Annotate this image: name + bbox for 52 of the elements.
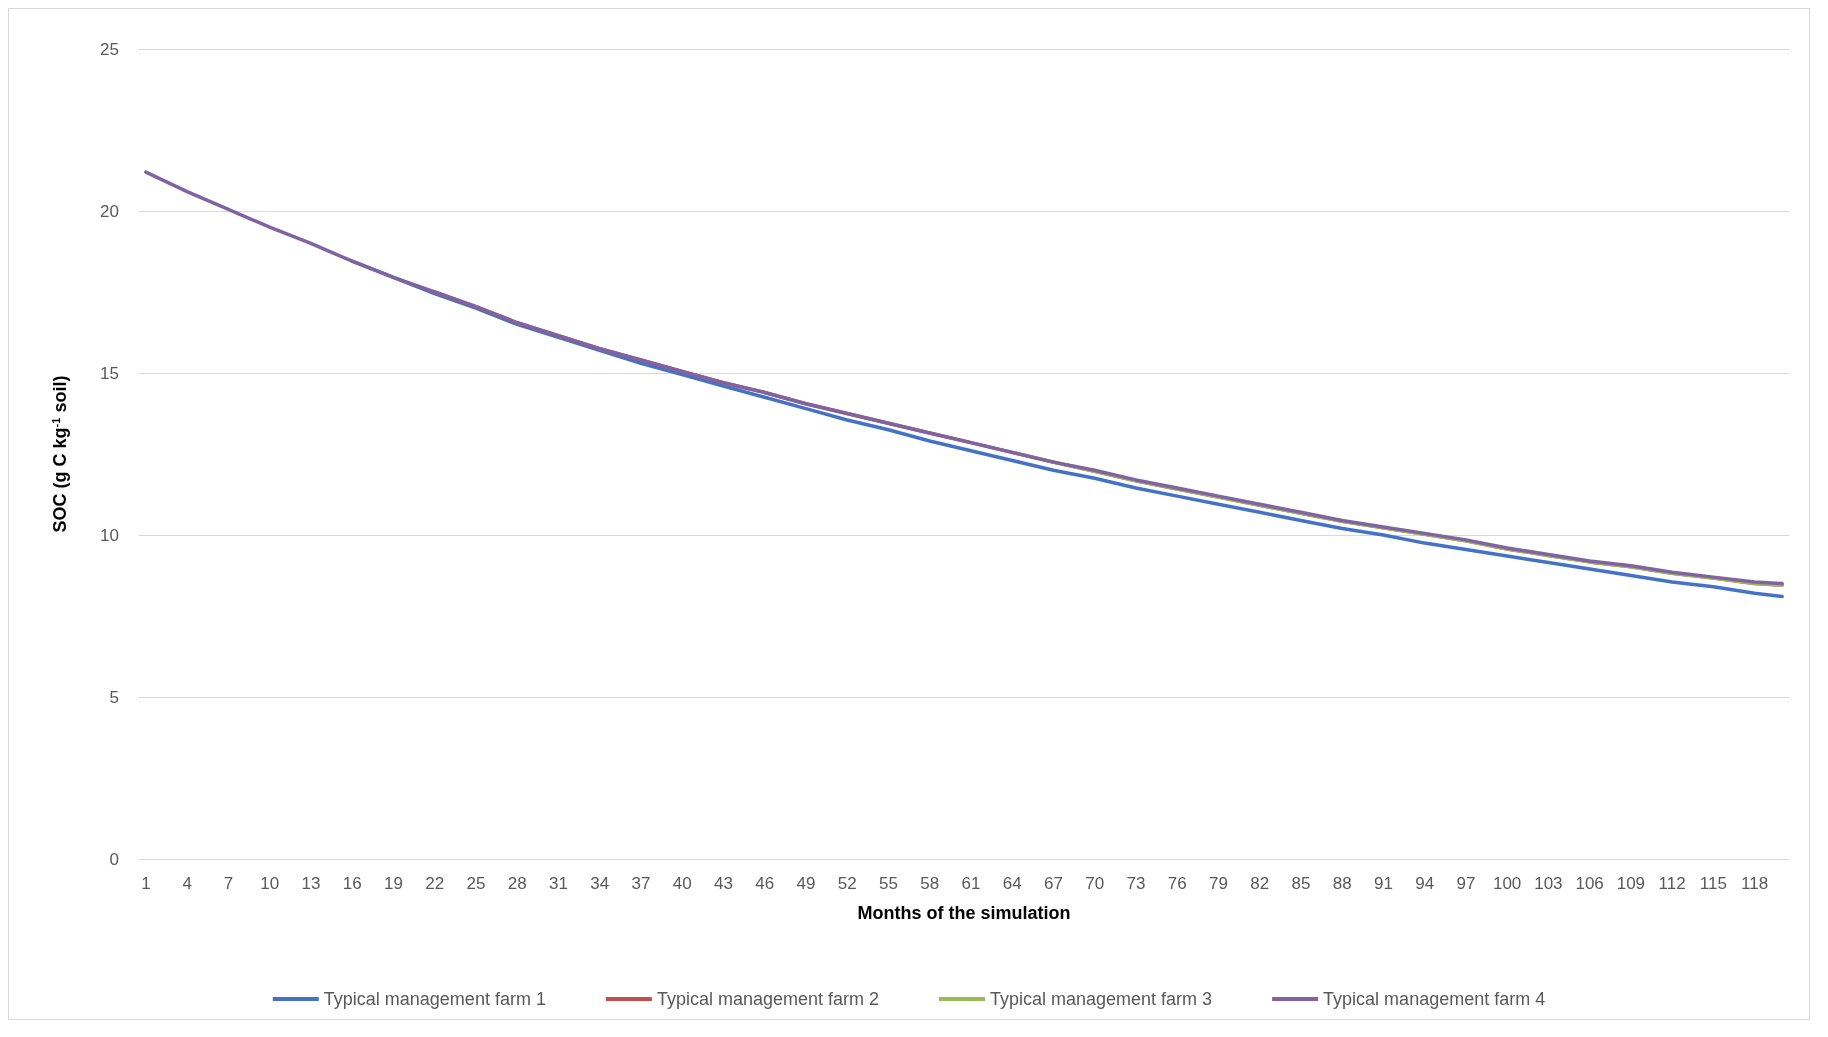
x-tick-label: 13: [301, 874, 321, 893]
legend-label: Typical management farm 4: [1323, 989, 1546, 1009]
legend-label: Typical management farm 1: [323, 989, 546, 1009]
x-tick-label: 43: [713, 874, 733, 893]
x-tick-label: 64: [1002, 874, 1022, 893]
x-tick-label: 1: [141, 874, 151, 893]
x-tick-label: 49: [796, 874, 816, 893]
x-tick-label: 91: [1373, 874, 1393, 893]
y-tick-label: 5: [109, 687, 119, 707]
x-tick-label: 97: [1456, 874, 1476, 893]
y-tick-label: 15: [100, 363, 119, 383]
x-tick-label: 70: [1085, 874, 1105, 893]
x-tick-label: 19: [383, 874, 403, 893]
x-tick-label: 34: [590, 874, 610, 893]
x-tick-label: 85: [1291, 874, 1311, 893]
x-tick-label: 25: [466, 874, 486, 893]
x-tick-label: 55: [878, 874, 898, 893]
y-tick-label: 10: [100, 525, 119, 545]
x-tick-label: 4: [182, 874, 192, 893]
x-tick-label: 82: [1250, 874, 1270, 893]
x-tick-label: 46: [755, 874, 775, 893]
x-tick-label: 109: [1616, 874, 1646, 893]
x-tick-label: 100: [1492, 874, 1522, 893]
x-tick-label: 58: [920, 874, 940, 893]
x-tick-label: 10: [260, 874, 280, 893]
x-tick-label: 22: [425, 874, 445, 893]
x-tick-label: 79: [1208, 874, 1228, 893]
x-tick-label: 106: [1575, 874, 1604, 893]
x-tick-label: 40: [672, 874, 692, 893]
x-tick-label: 88: [1332, 874, 1352, 893]
x-tick-label: 37: [631, 874, 651, 893]
x-tick-label: 67: [1043, 874, 1063, 893]
x-tick-label: 118: [1741, 874, 1769, 893]
x-tick-label: 31: [548, 874, 568, 893]
x-tick-label: 94: [1415, 874, 1435, 893]
y-tick-label: 0: [109, 849, 119, 869]
y-tick-label: 25: [100, 39, 119, 59]
x-tick-label: 112: [1658, 874, 1686, 893]
x-tick-label: 52: [837, 874, 857, 893]
x-tick-label: 76: [1167, 874, 1187, 893]
y-tick-label: 20: [100, 201, 119, 221]
x-tick-label: 28: [507, 874, 527, 893]
x-tick-label: 103: [1534, 874, 1563, 893]
x-tick-label: 16: [342, 874, 362, 893]
x-tick-label: 73: [1126, 874, 1146, 893]
x-tick-label: 61: [961, 874, 981, 893]
y-axis-title: SOC (g C kg-1 soil): [49, 375, 70, 533]
legend-label: Typical management farm 3: [990, 989, 1213, 1009]
x-tick-label: 115: [1699, 874, 1727, 893]
x-tick-label: 7: [223, 874, 234, 893]
legend-label: Typical management farm 2: [656, 989, 880, 1009]
x-axis-title: Months of the simulation: [857, 903, 1071, 923]
